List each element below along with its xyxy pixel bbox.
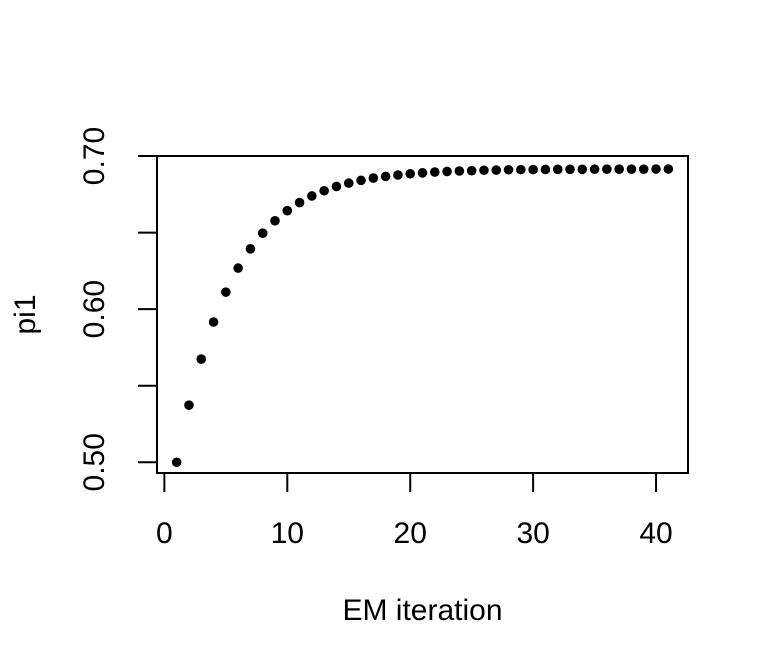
data-point [491, 165, 502, 175]
data-point [257, 228, 268, 238]
plot-border [156, 155, 689, 474]
data-point [282, 205, 293, 216]
data-point [516, 164, 526, 175]
x-axis-tick-label: 40 [639, 517, 672, 550]
data-point [171, 457, 182, 468]
data-point [589, 164, 600, 174]
data-point [638, 164, 649, 174]
data-point [208, 317, 219, 327]
data-point [565, 164, 575, 175]
data-point [429, 167, 440, 177]
x-axis-tick-label: 20 [394, 517, 427, 550]
data-point [663, 164, 674, 174]
data-point [196, 354, 207, 364]
data-point [626, 164, 637, 174]
x-axis-tick-label: 0 [156, 517, 173, 550]
data-point [540, 164, 551, 175]
data-point [479, 165, 489, 176]
data-point [405, 168, 416, 179]
data-point [417, 168, 428, 178]
data-point [552, 164, 563, 175]
data-point [442, 166, 452, 177]
data-point [331, 181, 342, 192]
data-point [466, 165, 477, 176]
x-axis-tick-label: 30 [516, 517, 549, 550]
data-point [294, 197, 305, 208]
y-axis-title: pi1 [9, 294, 42, 334]
data-point [319, 185, 329, 196]
y-axis-tick-label: 0.70 [78, 127, 111, 185]
data-point [233, 263, 243, 273]
plot-render-layer: 0 10 20 30 40 0.50 0.60 0.70 [78, 127, 689, 550]
x-axis-title: EM iteration [342, 594, 502, 627]
data-point [577, 164, 588, 175]
y-axis-tick-label: 0.60 [78, 280, 111, 338]
data-point [614, 164, 624, 174]
data-point [651, 164, 661, 174]
data-point [503, 164, 514, 175]
x-axis-tick-label: 10 [271, 517, 304, 550]
data-point [368, 173, 379, 183]
data-point [602, 164, 612, 174]
y-axis-tick-label: 0.50 [78, 433, 111, 491]
data-point [528, 164, 538, 175]
data-point [245, 244, 256, 254]
data-point [380, 171, 391, 182]
data-point [356, 175, 366, 186]
data-point [221, 287, 231, 297]
data-point [393, 170, 403, 180]
data-point [454, 166, 465, 176]
data-point [270, 215, 280, 226]
data-point [184, 400, 194, 410]
data-point [343, 178, 354, 188]
data-point [307, 191, 317, 201]
